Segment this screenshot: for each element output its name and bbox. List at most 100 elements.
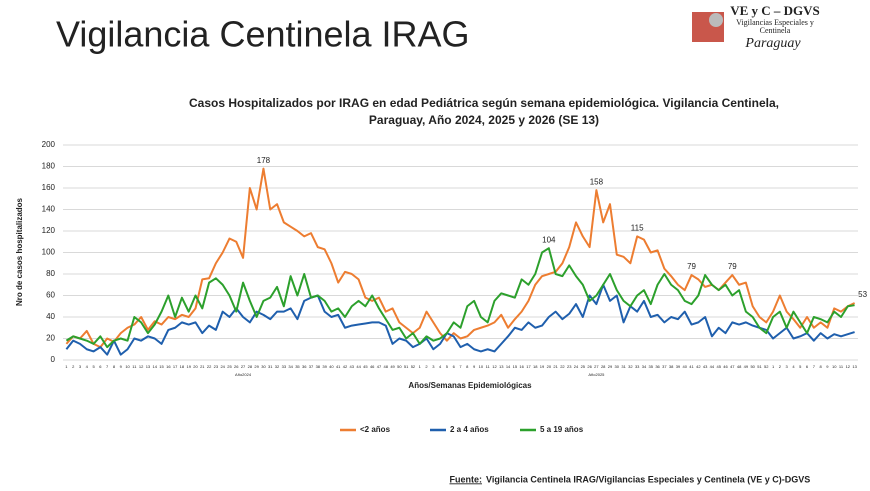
x-tick-label: 13 [146,364,151,369]
x-tick-label: 8 [466,364,469,369]
x-tick-label: 19 [540,364,545,369]
x-tick-label: 33 [635,364,640,369]
x-tick-label: 47 [377,364,382,369]
x-tick-label: 38 [669,364,674,369]
y-tick-label: 0 [51,355,56,364]
x-tick-label: 27 [241,364,246,369]
x-tick-label: 21 [200,364,205,369]
y-tick-label: 80 [46,269,55,278]
x-tick-label: 5 [446,364,449,369]
x-tick-label: 46 [723,364,728,369]
x-tick-label: 40 [683,364,688,369]
x-tick-label: 6 [806,364,809,369]
data-label: 158 [590,177,604,186]
source-label: Fuente: [450,474,483,484]
x-tick-label: 7 [813,364,816,369]
x-tick-label: 6 [99,364,102,369]
x-tick-label: 39 [322,364,327,369]
x-tick-label: 7 [459,364,462,369]
x-tick-label: 22 [207,364,212,369]
x-tick-label: 23 [567,364,572,369]
x-tick-label: 44 [710,364,715,369]
x-tick-label: 22 [560,364,565,369]
x-tick-label: 12 [139,364,144,369]
x-tick-label: 25 [581,364,586,369]
series-line [65,283,855,356]
x-tick-label: 37 [309,364,314,369]
logo-subtitle: Vigilancias Especiales y [736,18,814,27]
y-tick-label: 200 [42,140,56,149]
chart-title: Casos Hospitalizados por IRAG en edad Pe… [189,96,779,110]
y-tick-label: 160 [42,183,56,192]
x-tick-label: 2 [425,364,428,369]
x-tick-label: 10 [125,364,130,369]
x-tick-label: 18 [533,364,538,369]
x-tick-label: 30 [615,364,620,369]
x-tick-label: 14 [153,364,158,369]
x-tick-label: 51 [757,364,762,369]
x-tick-label: 33 [282,364,287,369]
x-tick-label: 11 [132,364,137,369]
x-tick-label: 27 [594,364,599,369]
x-tick-label: 29 [254,364,259,369]
x-tick-label: 43 [350,364,355,369]
x-tick-label: 49 [390,364,395,369]
y-tick-label: 100 [42,248,56,257]
source-text: Vigilancia Centinela IRAG/Vigilancias Es… [486,474,810,484]
x-tick-label: 48 [384,364,389,369]
x-tick-label: 4 [792,364,795,369]
x-tick-label: 35 [295,364,300,369]
x-tick-label: 40 [329,364,334,369]
x-tick-label: 16 [519,364,524,369]
x-tick-label: 4 [86,364,89,369]
x-tick-label: 44 [356,364,361,369]
x-tick-label: 10 [832,364,837,369]
x-tick-label: 20 [193,364,198,369]
x-tick-label: 11 [839,364,844,369]
x-tick-label: 21 [553,364,558,369]
x-tick-label: 9 [826,364,829,369]
x-tick-label: 9 [120,364,123,369]
x-tick-label: 45 [716,364,721,369]
x-tick-label: 48 [737,364,742,369]
x-tick-label: 17 [526,364,531,369]
data-label: 79 [687,262,696,271]
legend-label: <2 años [360,425,391,434]
x-tick-label: 8 [820,364,823,369]
y-tick-label: 20 [46,334,55,343]
x-tick-label: 45 [363,364,368,369]
data-label: 178 [257,156,271,165]
x-tick-label: 17 [173,364,178,369]
chart-title: Paraguay, Año 2024, 2025 y 2026 (SE 13) [369,113,599,127]
x-tick-label: 43 [703,364,708,369]
x-tick-label: 3 [786,364,789,369]
x-tick-label: 36 [655,364,660,369]
y-tick-label: 40 [46,312,55,321]
x-tick-label: 31 [621,364,626,369]
year-label: Año2025 [588,372,605,377]
legend-label: 5 a 19 años [540,425,584,434]
y-tick-label: 180 [42,162,56,171]
x-tick-label: 34 [642,364,647,369]
x-tick-label: 1 [419,364,422,369]
x-tick-label: 20 [547,364,552,369]
x-tick-label: 52 [411,364,416,369]
y-axis-label: Nro de casos hospitalizados [15,197,24,306]
x-tick-label: 51 [404,364,409,369]
x-tick-label: 37 [662,364,667,369]
year-label: Año2024 [235,372,252,377]
x-tick-label: 52 [764,364,769,369]
x-tick-label: 1 [772,364,775,369]
data-label: 79 [728,262,737,271]
x-tick-label: 15 [159,364,164,369]
x-tick-label: 24 [574,364,579,369]
y-tick-label: 60 [46,291,55,300]
x-tick-label: 26 [587,364,592,369]
x-tick-label: 10 [479,364,484,369]
x-tick-label: 32 [628,364,633,369]
x-tick-label: 46 [370,364,375,369]
x-tick-label: 14 [506,364,511,369]
x-tick-label: 32 [275,364,280,369]
data-label: 53 [858,290,867,299]
